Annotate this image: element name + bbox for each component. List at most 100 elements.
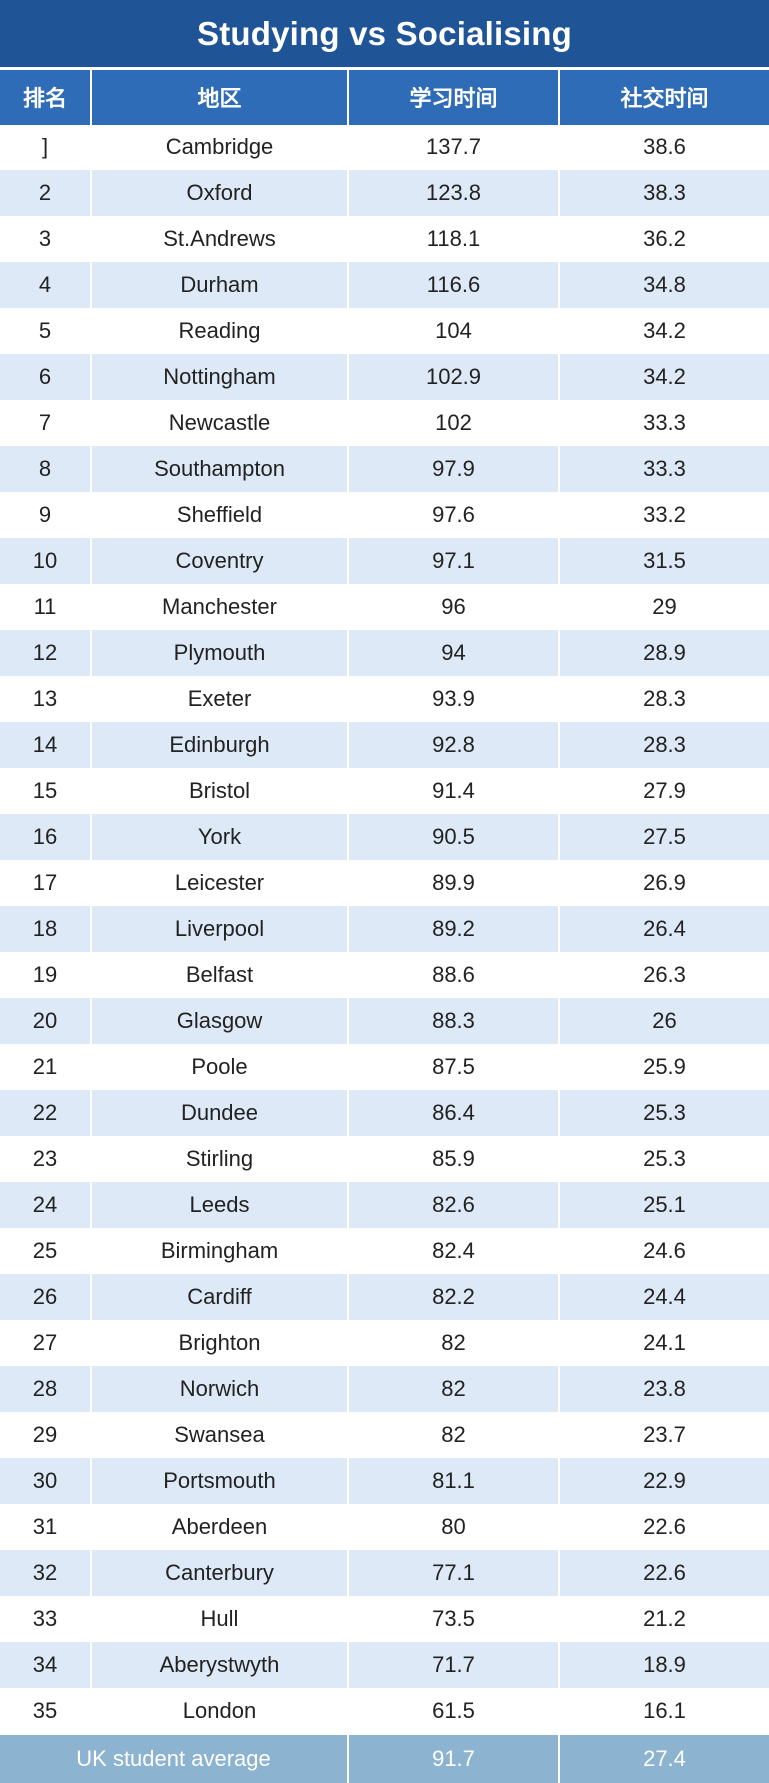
table-row: 30 Portsmouth 81.1 22.9 xyxy=(0,1458,769,1504)
study-time-cell: 80 xyxy=(348,1504,560,1550)
social-time-cell: 25.3 xyxy=(559,1136,769,1182)
region-cell: Stirling xyxy=(91,1136,349,1182)
study-time-cell: 82.4 xyxy=(348,1228,560,1274)
region-cell: Brighton xyxy=(91,1320,349,1366)
region-cell: Oxford xyxy=(91,170,349,216)
social-time-cell: 27.5 xyxy=(559,814,769,860)
table-row: 24 Leeds 82.6 25.1 xyxy=(0,1182,769,1228)
rank-cell: 9 xyxy=(0,492,92,538)
table-row: 19 Belfast 88.6 26.3 xyxy=(0,952,769,998)
table-row: 21 Poole 87.5 25.9 xyxy=(0,1044,769,1090)
social-time-cell: 36.2 xyxy=(559,216,769,262)
rank-cell: 13 xyxy=(0,676,92,722)
table-row: 9 Sheffield 97.6 33.2 xyxy=(0,492,769,538)
table-row: 5 Reading 104 34.2 xyxy=(0,308,769,354)
social-time-cell: 26.3 xyxy=(559,952,769,998)
social-time-cell: 31.5 xyxy=(559,538,769,584)
social-time-cell: 21.2 xyxy=(559,1596,769,1642)
social-time-cell: 24.6 xyxy=(559,1228,769,1274)
average-row: UK student average 91.7 27.4 xyxy=(0,1733,769,1783)
table-row: 25 Birmingham 82.4 24.6 xyxy=(0,1228,769,1274)
region-cell: Leicester xyxy=(91,860,349,906)
study-time-cell: 118.1 xyxy=(348,216,560,262)
social-time-cell: 33.2 xyxy=(559,492,769,538)
region-cell: York xyxy=(91,814,349,860)
rank-cell: 29 xyxy=(0,1412,92,1458)
region-cell: Cambridge xyxy=(91,124,349,170)
header-study-time: 学习时间 xyxy=(348,70,560,125)
table-row: 33 Hull 73.5 21.2 xyxy=(0,1596,769,1642)
region-cell: Durham xyxy=(91,262,349,308)
region-cell: Exeter xyxy=(91,676,349,722)
rank-cell: 17 xyxy=(0,860,92,906)
rank-cell: 22 xyxy=(0,1090,92,1136)
study-time-cell: 82 xyxy=(348,1320,560,1366)
table-row: 3 St.Andrews 118.1 36.2 xyxy=(0,216,769,262)
rank-cell: 18 xyxy=(0,906,92,952)
rank-cell: 33 xyxy=(0,1596,92,1642)
social-time-cell: 34.8 xyxy=(559,262,769,308)
table-title: Studying vs Socialising xyxy=(0,0,769,70)
study-time-cell: 97.9 xyxy=(348,446,560,492)
study-time-cell: 102 xyxy=(348,400,560,446)
rank-cell: 25 xyxy=(0,1228,92,1274)
region-cell: Swansea xyxy=(91,1412,349,1458)
region-cell: Birmingham xyxy=(91,1228,349,1274)
header-rank: 排名 xyxy=(0,70,92,125)
rank-cell: 19 xyxy=(0,952,92,998)
social-time-cell: 22.9 xyxy=(559,1458,769,1504)
table-row: 32 Canterbury 77.1 22.6 xyxy=(0,1550,769,1596)
average-study: 91.7 xyxy=(348,1733,560,1783)
region-cell: Norwich xyxy=(91,1366,349,1412)
rank-cell: 27 xyxy=(0,1320,92,1366)
table-row: 10 Coventry 97.1 31.5 xyxy=(0,538,769,584)
social-time-cell: 33.3 xyxy=(559,400,769,446)
table-row: 16 York 90.5 27.5 xyxy=(0,814,769,860)
region-cell: Glasgow xyxy=(91,998,349,1044)
table-row: 2 Oxford 123.8 38.3 xyxy=(0,170,769,216)
social-time-cell: 38.3 xyxy=(559,170,769,216)
region-cell: Plymouth xyxy=(91,630,349,676)
region-cell: Reading xyxy=(91,308,349,354)
social-time-cell: 27.9 xyxy=(559,768,769,814)
region-cell: Newcastle xyxy=(91,400,349,446)
table-body: ] Cambridge 137.7 38.6 2 Oxford 123.8 38.3 3 St.A… xyxy=(0,124,769,1734)
rank-cell: 8 xyxy=(0,446,92,492)
social-time-cell: 38.6 xyxy=(559,124,769,170)
rank-cell: 16 xyxy=(0,814,92,860)
social-time-cell: 28.3 xyxy=(559,722,769,768)
table-row: 31 Aberdeen 80 22.6 xyxy=(0,1504,769,1550)
region-cell: Nottingham xyxy=(91,354,349,400)
social-time-cell: 18.9 xyxy=(559,1642,769,1688)
header-social-time: 社交时间 xyxy=(559,70,769,125)
region-cell: Manchester xyxy=(91,584,349,630)
table-row: 8 Southampton 97.9 33.3 xyxy=(0,446,769,492)
table-row: 11 Manchester 96 29 xyxy=(0,584,769,630)
study-time-cell: 90.5 xyxy=(348,814,560,860)
study-time-cell: 82 xyxy=(348,1366,560,1412)
social-time-cell: 24.4 xyxy=(559,1274,769,1320)
rank-cell: 7 xyxy=(0,400,92,446)
table-row: 14 Edinburgh 92.8 28.3 xyxy=(0,722,769,768)
study-time-cell: 89.9 xyxy=(348,860,560,906)
social-time-cell: 28.3 xyxy=(559,676,769,722)
table-row: 7 Newcastle 102 33.3 xyxy=(0,400,769,446)
rank-cell: 14 xyxy=(0,722,92,768)
rank-cell: 35 xyxy=(0,1688,92,1734)
rank-cell: 23 xyxy=(0,1136,92,1182)
region-cell: Coventry xyxy=(91,538,349,584)
region-cell: London xyxy=(91,1688,349,1734)
table-row: 35 London 61.5 16.1 xyxy=(0,1688,769,1734)
rank-cell: 30 xyxy=(0,1458,92,1504)
region-cell: Southampton xyxy=(91,446,349,492)
rank-cell: 28 xyxy=(0,1366,92,1412)
study-time-cell: 88.6 xyxy=(348,952,560,998)
region-cell: Cardiff xyxy=(91,1274,349,1320)
table-row: 28 Norwich 82 23.8 xyxy=(0,1366,769,1412)
study-time-cell: 77.1 xyxy=(348,1550,560,1596)
table-row: 4 Durham 116.6 34.8 xyxy=(0,262,769,308)
rank-cell: 10 xyxy=(0,538,92,584)
study-time-cell: 94 xyxy=(348,630,560,676)
social-time-cell: 23.7 xyxy=(559,1412,769,1458)
ranking-table: 排名 地区 学习时间 社交时间 ] Cambridge 137.7 38.6 2 Oxfo… xyxy=(0,70,769,1783)
